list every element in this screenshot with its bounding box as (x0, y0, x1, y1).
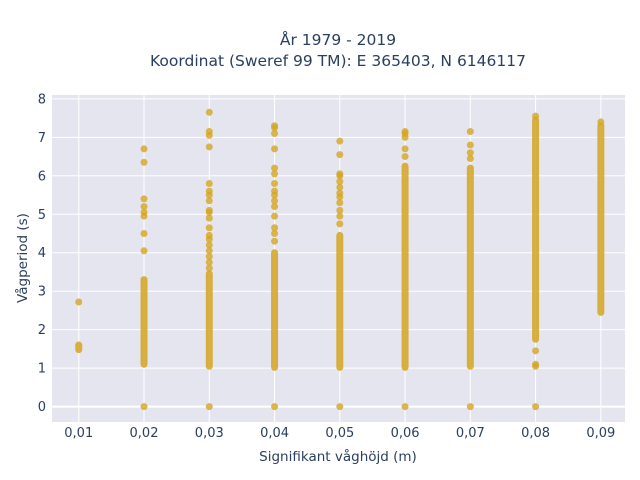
data-point (75, 298, 83, 306)
data-point (205, 206, 213, 214)
data-point (336, 212, 344, 220)
data-point (401, 128, 409, 136)
data-point (271, 224, 279, 232)
data-point (205, 187, 213, 195)
data-point (532, 347, 540, 355)
data-point (140, 247, 148, 255)
x-tick-label: 0,01 (64, 426, 93, 441)
data-point (205, 264, 213, 272)
data-point (205, 247, 213, 255)
x-tick-label: 0,07 (456, 426, 485, 441)
y-tick-label: 1 (38, 362, 46, 377)
data-point (205, 108, 213, 116)
data-point (140, 203, 148, 211)
data-point-cluster (597, 122, 605, 316)
data-point-cluster (532, 116, 540, 343)
data-point (466, 128, 474, 136)
data-point (271, 212, 279, 220)
data-point (140, 145, 148, 153)
data-point (532, 403, 540, 411)
data-point-cluster (466, 164, 474, 370)
x-axis-title: Signifikant våghöjd (m) (259, 448, 417, 465)
x-tick-label: 0,04 (260, 426, 289, 441)
data-point-cluster (75, 341, 83, 354)
data-point (336, 220, 344, 228)
x-tick-labels: 0,01 0,02 0,03 0,04 0,05 0,06 0,07 0,08 0,09 (64, 426, 615, 441)
data-point (205, 224, 213, 232)
x-tick-label: 0,06 (391, 426, 420, 441)
data-point (336, 206, 344, 214)
data-point (271, 122, 279, 130)
data-point (271, 179, 279, 187)
data-point (336, 178, 344, 186)
data-point (401, 145, 409, 153)
data-points (75, 108, 605, 411)
data-point (140, 195, 148, 203)
data-point (597, 118, 605, 126)
data-point (140, 158, 148, 166)
data-point (140, 208, 148, 216)
data-point-cluster (205, 270, 213, 370)
data-point (205, 258, 213, 266)
data-point (271, 229, 279, 237)
data-point-cluster (271, 249, 279, 371)
data-point (466, 403, 474, 411)
data-point (336, 199, 344, 207)
data-point (271, 145, 279, 153)
data-point (401, 153, 409, 161)
data-point (336, 403, 344, 411)
data-point (271, 129, 279, 137)
data-point (271, 403, 279, 411)
x-tick-label: 0,02 (130, 426, 159, 441)
data-point (532, 112, 540, 120)
y-tick-label: 8 (38, 92, 46, 107)
data-point (401, 403, 409, 411)
data-point (336, 183, 344, 191)
y-axis-title: Vågperiod (s) (14, 213, 31, 303)
data-point (336, 189, 344, 197)
y-tick-label: 6 (38, 169, 46, 184)
data-point (336, 151, 344, 159)
data-point (466, 141, 474, 149)
data-point (532, 360, 540, 368)
data-point (271, 237, 279, 245)
data-point (271, 197, 279, 205)
y-tick-label: 0 (38, 400, 46, 415)
y-tick-labels: 0 1 2 3 4 5 6 7 8 (38, 92, 46, 415)
data-point-cluster (401, 162, 409, 371)
data-point (205, 179, 213, 187)
x-tick-label: 0,03 (195, 426, 224, 441)
data-point (205, 143, 213, 151)
data-point (140, 229, 148, 237)
x-tick-label: 0,09 (586, 426, 615, 441)
data-point (205, 214, 213, 222)
y-tick-label: 3 (38, 285, 46, 300)
data-point (271, 203, 279, 211)
data-point (205, 197, 213, 205)
y-tick-label: 5 (38, 208, 46, 223)
data-point (205, 241, 213, 249)
data-point (466, 149, 474, 157)
data-point (140, 403, 148, 411)
data-point (336, 170, 344, 178)
data-point (205, 403, 213, 411)
x-tick-label: 0,08 (521, 426, 550, 441)
y-tick-label: 4 (38, 246, 46, 261)
y-tick-label: 2 (38, 323, 46, 338)
data-point (336, 137, 344, 145)
data-point (205, 231, 213, 239)
chart-title-line2: Koordinat (Sweref 99 TM): E 365403, N 61… (150, 52, 526, 70)
data-point (466, 154, 474, 162)
data-point-cluster (336, 231, 344, 371)
data-point (271, 187, 279, 195)
data-point (205, 128, 213, 136)
chart-title-line1: År 1979 - 2019 (280, 30, 396, 49)
data-point (205, 253, 213, 261)
data-point (271, 164, 279, 172)
x-tick-label: 0,05 (325, 426, 354, 441)
y-tick-label: 7 (38, 131, 46, 146)
data-point-cluster (140, 276, 148, 368)
data-point (271, 170, 279, 178)
